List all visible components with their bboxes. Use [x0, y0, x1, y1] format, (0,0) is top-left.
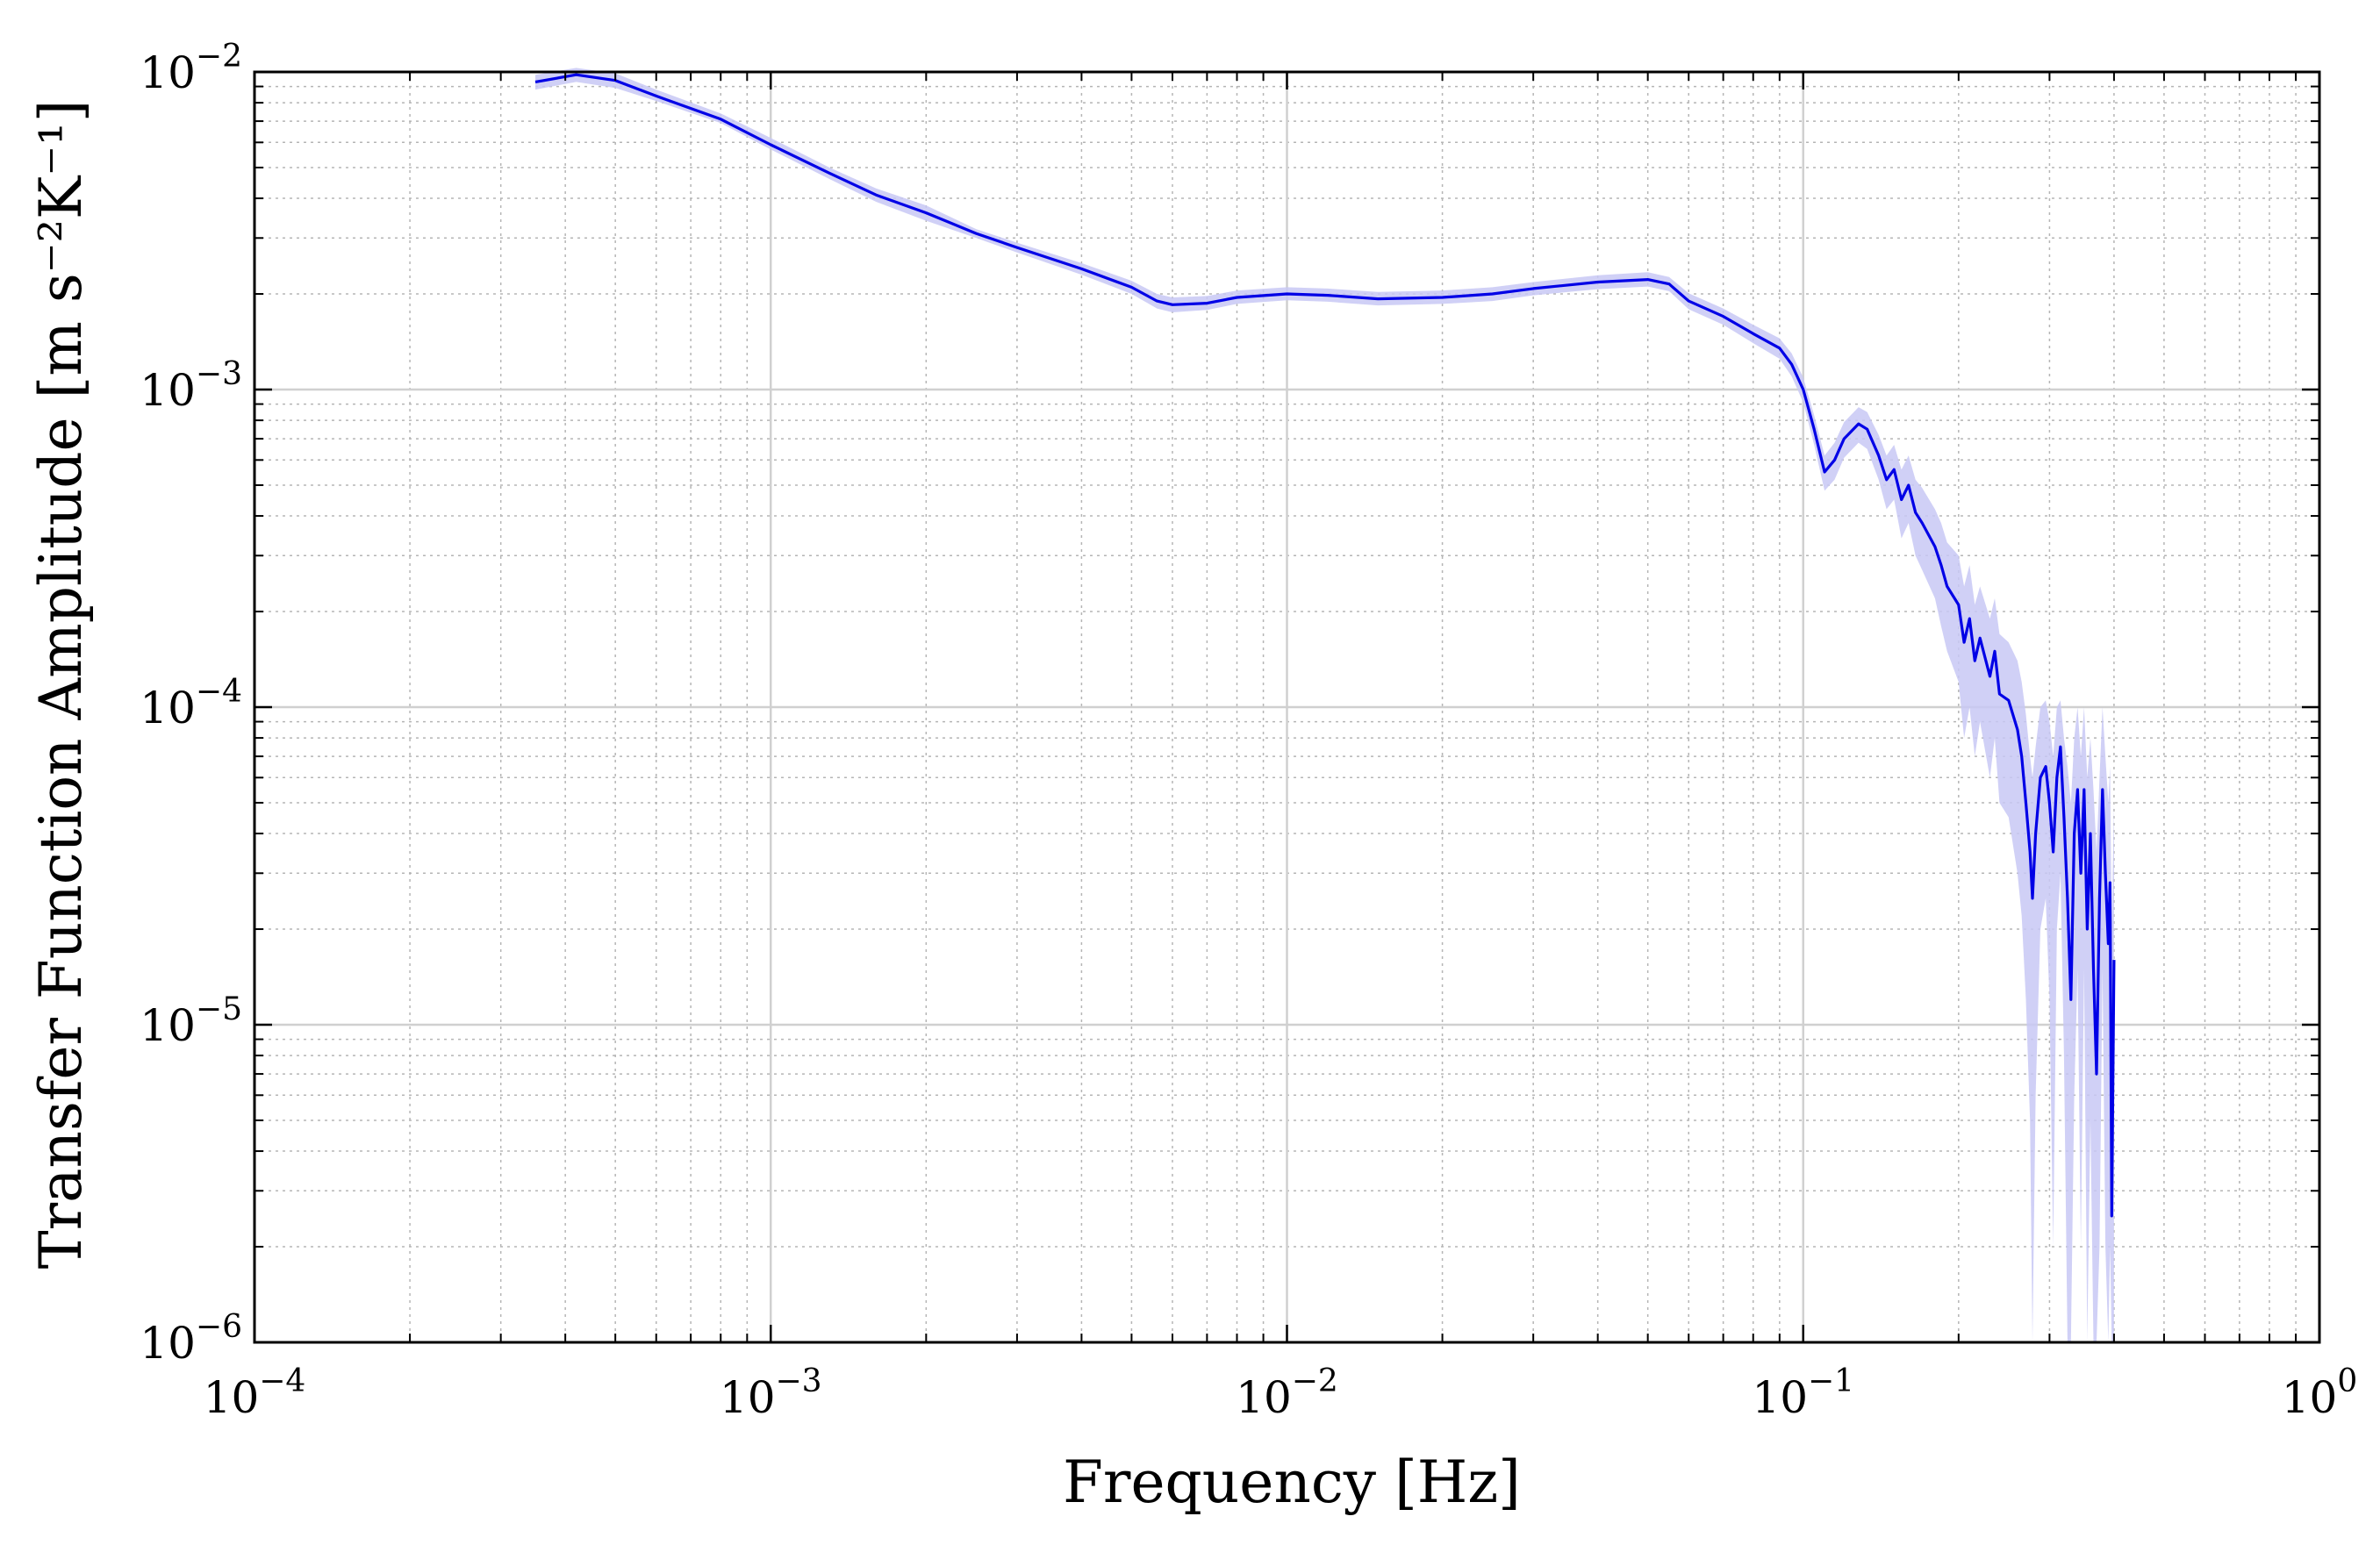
x-tick-label: 10−2: [1236, 1363, 1338, 1423]
ticks-layer: [253, 70, 2321, 1344]
line-layer: [534, 73, 2116, 1218]
x-tick-label: 10−4: [204, 1363, 306, 1423]
y-tick-label: 10−3: [140, 356, 242, 416]
y-tick-label: 10−2: [140, 39, 242, 98]
y-tick-label: 10−5: [140, 991, 242, 1051]
labels-layer: 10−4 10−3 10−2 10−1 100 10−6 10−5 10−4 10−3 10−2: [140, 39, 2357, 1423]
y-tick-label: 10−6: [140, 1309, 242, 1369]
x-tick-label: 10−3: [720, 1363, 822, 1423]
x-tick-label: 100: [2282, 1363, 2358, 1423]
x-tick-label: 10−1: [1752, 1363, 1854, 1423]
y-axis-title: Transfer Function Amplitude [m s⁻²K⁻¹]: [27, 100, 95, 1270]
x-axis-title: Frequency [Hz]: [1063, 1448, 1521, 1516]
series-line: [534, 73, 2116, 1218]
y-tick-label: 10−4: [140, 674, 242, 733]
